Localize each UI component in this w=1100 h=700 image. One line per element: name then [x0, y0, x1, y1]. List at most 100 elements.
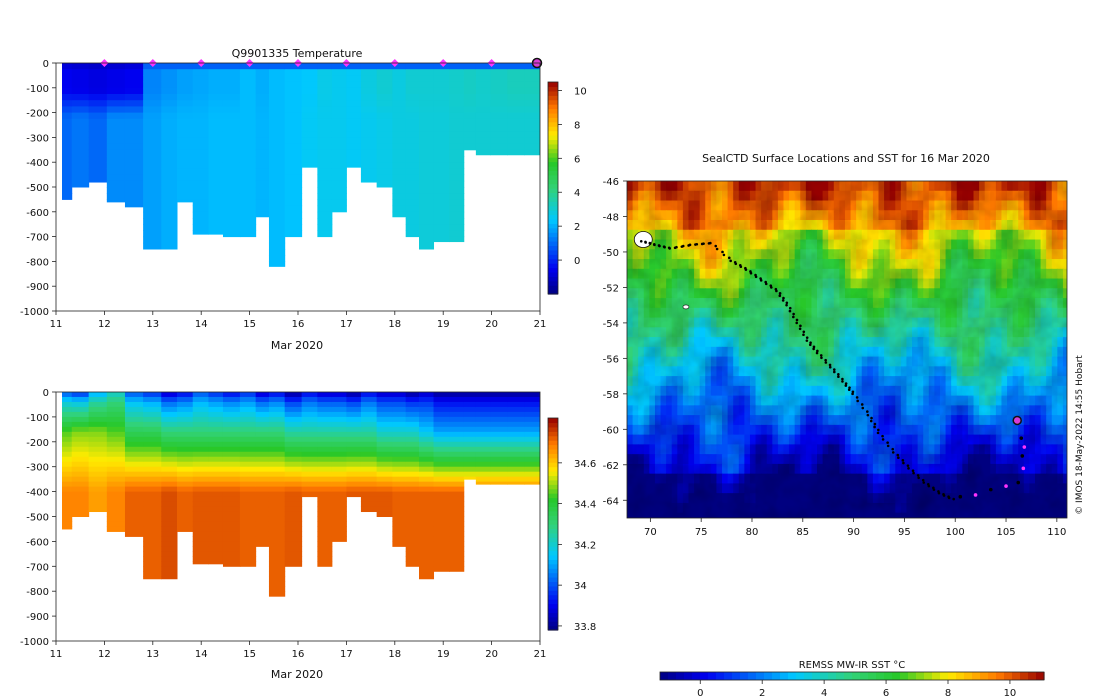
salinity-cell — [346, 406, 362, 413]
seal-track — [639, 240, 955, 501]
salinity-cell — [317, 396, 333, 403]
x-tick-label: 90 — [847, 527, 860, 538]
salinity-cell — [301, 486, 318, 493]
salinity-cell — [106, 516, 126, 522]
salinity-cell — [507, 431, 525, 438]
temperature-cell — [124, 81, 144, 89]
temperature-cell — [376, 156, 393, 163]
salinity-cell — [88, 441, 108, 448]
temperature-cell — [222, 87, 241, 95]
salinity-cell — [192, 446, 209, 453]
salinity-cell — [392, 481, 407, 488]
temperature-cell — [106, 125, 126, 132]
colorbar-swatch — [900, 672, 909, 680]
temperature-cell — [284, 94, 303, 101]
temperature-cell — [161, 211, 178, 219]
current-position — [1012, 415, 1022, 426]
temperature-cell — [239, 205, 257, 213]
colorbar-swatch — [548, 139, 558, 145]
temperature-cell — [208, 75, 224, 83]
salinity-cell — [177, 431, 194, 438]
salinity-cell — [239, 491, 257, 498]
temperature-cell — [239, 106, 257, 114]
salinity-cell — [301, 466, 318, 473]
temperature-cell — [463, 87, 477, 95]
salinity-cell — [317, 486, 333, 493]
salinity-cell — [71, 501, 90, 508]
salinity-cell — [88, 416, 108, 423]
salinity-cell — [475, 451, 491, 458]
temperature-cell — [71, 125, 90, 132]
temperature-cell — [177, 87, 194, 95]
temperature-cell — [222, 143, 241, 151]
temperature-cell — [346, 75, 362, 83]
salinity-cell — [143, 431, 162, 438]
salinity-cell — [317, 436, 333, 443]
temperature-cell — [143, 137, 162, 145]
salinity-cell — [88, 401, 108, 408]
temperature-cell — [177, 100, 194, 107]
salinity-cell — [405, 471, 420, 478]
colorbar-swatch — [1012, 672, 1021, 680]
track-point — [848, 386, 851, 389]
track-point — [937, 491, 941, 495]
temperature-cell — [88, 69, 108, 76]
salinity-cell — [392, 461, 407, 468]
x-tick-label: 85 — [796, 527, 809, 538]
salinity-cell — [331, 511, 347, 517]
colorbar-swatch — [548, 205, 558, 211]
temperature-cell — [360, 63, 378, 70]
colorbar-swatch — [548, 245, 558, 251]
temperature-cell — [507, 137, 525, 145]
temperature-cell — [239, 125, 257, 132]
track-point — [844, 382, 848, 385]
colorbar-swatch — [660, 672, 669, 680]
y-tick-label: -700 — [26, 562, 49, 573]
temperature-cell — [317, 63, 333, 70]
salinity-cell — [161, 416, 178, 423]
salinity-cell — [161, 521, 178, 527]
salinity-cell — [317, 446, 333, 453]
salinity-cell — [433, 396, 450, 403]
salinity-cell — [419, 436, 435, 443]
temperature-cell — [376, 112, 393, 120]
salinity-cell — [177, 491, 194, 498]
temperature-cell — [419, 242, 435, 250]
salinity-cell — [192, 406, 209, 413]
salinity-cell — [449, 566, 465, 572]
temperature-cell — [463, 143, 477, 151]
salinity-cell — [392, 476, 407, 483]
temperature-cell — [239, 87, 257, 95]
y-tick-label: -100 — [26, 413, 49, 424]
salinity-cell — [392, 511, 407, 517]
salinity-cell — [62, 406, 73, 413]
salinity-cell — [239, 411, 257, 418]
salinity-cell — [463, 411, 477, 418]
salinity-cell — [463, 401, 477, 408]
colorbar-swatch — [548, 453, 558, 459]
temperature-cell — [161, 156, 178, 163]
temperature-cell — [433, 118, 450, 126]
track-point — [802, 330, 806, 334]
temperature-cell — [143, 224, 162, 231]
salinity-cell — [268, 416, 286, 423]
salinity-cell — [161, 516, 178, 522]
temperature-cell — [331, 149, 347, 157]
salinity-cell — [161, 476, 178, 483]
temperature-cell — [88, 131, 108, 138]
colorbar-tick-label: 34.4 — [574, 500, 596, 511]
salinity-cell — [88, 446, 108, 453]
salinity-cell — [376, 392, 393, 398]
salinity-cell — [524, 401, 540, 408]
temperature-cell — [405, 193, 420, 200]
salinity-cell — [419, 481, 435, 488]
salinity-cell — [143, 551, 162, 557]
colorbar-swatch — [692, 672, 701, 680]
track-point — [847, 388, 851, 392]
track-point — [820, 356, 823, 360]
temperature-cell — [222, 211, 241, 219]
temperature-cell — [71, 168, 90, 176]
temperature-cell — [419, 193, 435, 200]
salinity-cell — [268, 571, 286, 577]
salinity-cell — [284, 531, 303, 537]
